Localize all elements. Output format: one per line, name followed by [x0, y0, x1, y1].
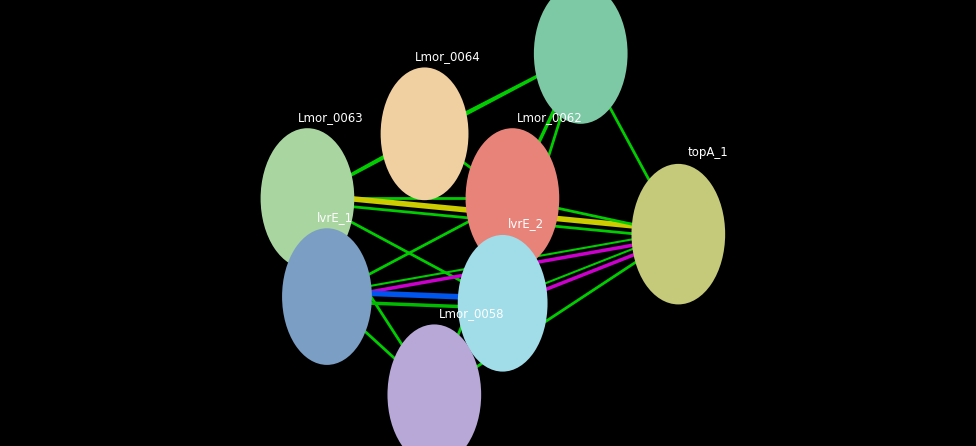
Text: Lmor_0058: Lmor_0058 — [439, 307, 505, 320]
Text: Lmor_0062: Lmor_0062 — [517, 111, 583, 124]
Text: Lmor_0063: Lmor_0063 — [298, 111, 363, 124]
Text: lvrE_1: lvrE_1 — [317, 211, 353, 224]
Ellipse shape — [387, 324, 481, 446]
Ellipse shape — [261, 128, 354, 269]
Text: Lmor_0064: Lmor_0064 — [415, 50, 480, 63]
Text: lvrE_2: lvrE_2 — [508, 218, 544, 231]
Ellipse shape — [381, 67, 468, 200]
Ellipse shape — [631, 164, 725, 305]
Ellipse shape — [466, 128, 559, 269]
Text: topA_1: topA_1 — [688, 146, 729, 159]
Ellipse shape — [282, 228, 372, 365]
Ellipse shape — [458, 235, 548, 372]
Ellipse shape — [534, 0, 628, 124]
